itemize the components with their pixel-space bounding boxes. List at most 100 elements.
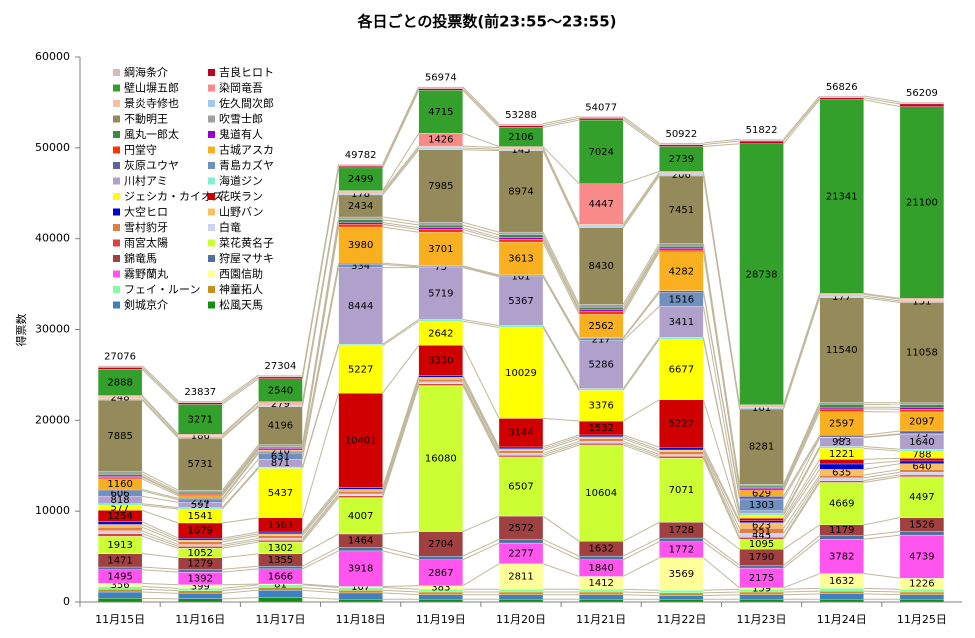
series-line — [302, 497, 340, 543]
bar-segment — [178, 539, 223, 543]
bar-segment — [498, 453, 544, 456]
series-line — [542, 147, 580, 225]
data-label: 10604 — [585, 488, 617, 499]
bar-segment — [338, 226, 383, 264]
data-label: 1563 — [268, 520, 293, 531]
data-label: 1632 — [829, 576, 854, 587]
data-label: 356 — [111, 580, 130, 591]
data-label: 145 — [511, 145, 530, 156]
y-tick-label: 0 — [63, 595, 70, 608]
data-label: 10029 — [505, 368, 537, 379]
legend-label: 鬼道有人 — [219, 127, 263, 141]
bar-segment — [579, 225, 624, 228]
series-line — [142, 588, 179, 592]
series-line — [783, 480, 821, 538]
bar-segment — [659, 142, 704, 145]
data-label: 577 — [111, 503, 130, 514]
series-line — [783, 411, 821, 491]
series-line — [141, 521, 179, 539]
series-line — [142, 591, 179, 594]
bar-segment — [739, 405, 784, 408]
data-label: 2277 — [508, 548, 533, 559]
bar-segment — [418, 555, 463, 560]
series-line — [622, 557, 660, 577]
series-line — [301, 267, 340, 460]
bar-segment — [338, 344, 383, 346]
series-line — [462, 375, 500, 448]
series-line — [462, 320, 500, 328]
bar-segment — [739, 594, 784, 600]
bar-segment — [899, 534, 945, 579]
bar-segment — [498, 325, 544, 328]
total-label: 54077 — [585, 102, 617, 113]
data-label: 7071 — [669, 485, 694, 496]
bar-segment — [418, 222, 463, 226]
series-line — [302, 584, 339, 588]
series-line — [703, 594, 740, 597]
series-line — [462, 265, 500, 276]
data-label: 1355 — [268, 555, 293, 566]
series-line — [622, 537, 660, 557]
bar-segment — [739, 143, 784, 405]
legend-swatch — [113, 100, 120, 107]
bar-segment — [659, 592, 704, 596]
bar-segment — [498, 276, 544, 326]
series-line — [542, 438, 580, 452]
legend-swatch — [113, 255, 120, 262]
data-label: 818 — [111, 495, 130, 506]
series-line — [382, 90, 420, 169]
data-label: 4447 — [588, 199, 613, 210]
series-line — [221, 447, 259, 494]
bar-segment — [178, 494, 223, 496]
bar-segment — [819, 477, 864, 481]
bar-segment — [819, 463, 864, 470]
data-label: 21341 — [826, 191, 858, 202]
total-label: 23837 — [184, 387, 216, 398]
bar-segment — [659, 454, 704, 457]
legend-swatch — [113, 193, 120, 200]
bar-segment — [659, 251, 704, 291]
bar-segment — [659, 249, 704, 252]
data-label: 983 — [832, 437, 851, 448]
legend-label: 染岡竜吾 — [219, 81, 263, 95]
y-axis-label: 得票数 — [15, 314, 28, 347]
series-line — [222, 535, 259, 543]
legend-swatch — [113, 224, 120, 231]
series-line — [222, 531, 259, 539]
series-line — [382, 320, 420, 347]
series-line — [221, 406, 259, 439]
series-line — [542, 150, 580, 229]
legend-swatch — [208, 162, 215, 169]
series-line — [702, 306, 741, 511]
bar-segment — [659, 451, 704, 455]
series-line — [702, 449, 740, 523]
data-label: 1679 — [188, 526, 213, 537]
series-line — [221, 401, 259, 435]
data-label: 1221 — [829, 449, 854, 460]
legend-label: 錦竜馬 — [124, 251, 157, 265]
bar-segment — [579, 390, 624, 422]
bar-segment — [178, 541, 223, 545]
data-label: 4282 — [669, 266, 694, 277]
data-label: 2811 — [508, 572, 533, 583]
series-line — [141, 396, 179, 436]
series-line — [302, 490, 340, 536]
series-line — [542, 417, 580, 422]
bar-segment — [97, 474, 143, 477]
series-line — [783, 99, 821, 145]
series-line — [382, 88, 420, 167]
bar-segment — [819, 482, 864, 526]
bar-segment — [178, 544, 223, 547]
series-line — [622, 173, 660, 227]
bar-segment — [97, 524, 143, 528]
bar-segment — [338, 216, 383, 220]
data-label: 107 — [351, 582, 370, 593]
series-line — [702, 243, 741, 485]
legend-swatch — [113, 208, 120, 216]
series-line — [222, 583, 259, 586]
legend-label: 綱海条介 — [124, 65, 168, 79]
bar-segment — [178, 490, 223, 493]
x-tick-label: 11月21日 — [576, 613, 626, 626]
series-line — [462, 378, 500, 451]
